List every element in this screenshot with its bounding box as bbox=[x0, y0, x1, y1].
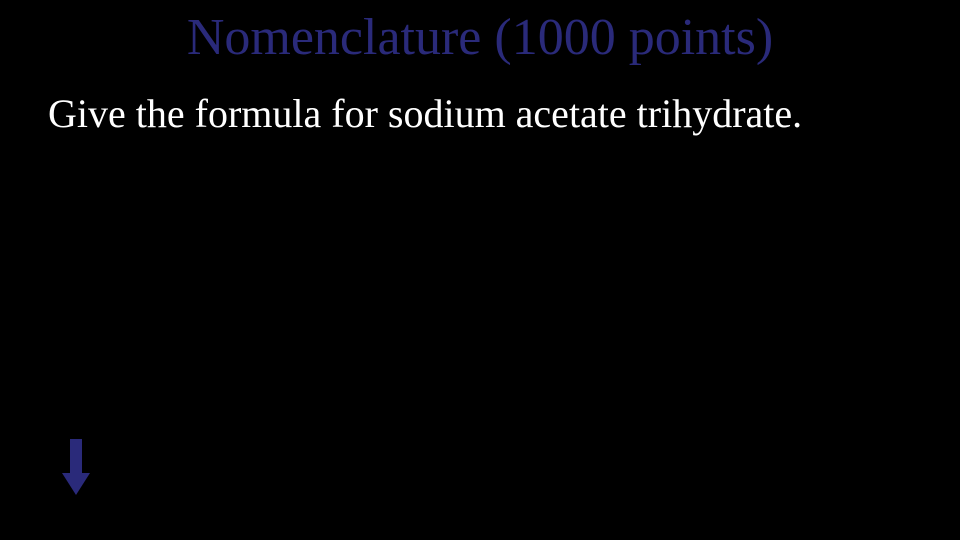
slide-question: Give the formula for sodium acetate trih… bbox=[48, 90, 802, 137]
arrow-path bbox=[62, 439, 90, 495]
arrow-down-icon[interactable] bbox=[62, 439, 90, 500]
slide-title: Nomenclature (1000 points) bbox=[0, 8, 960, 67]
